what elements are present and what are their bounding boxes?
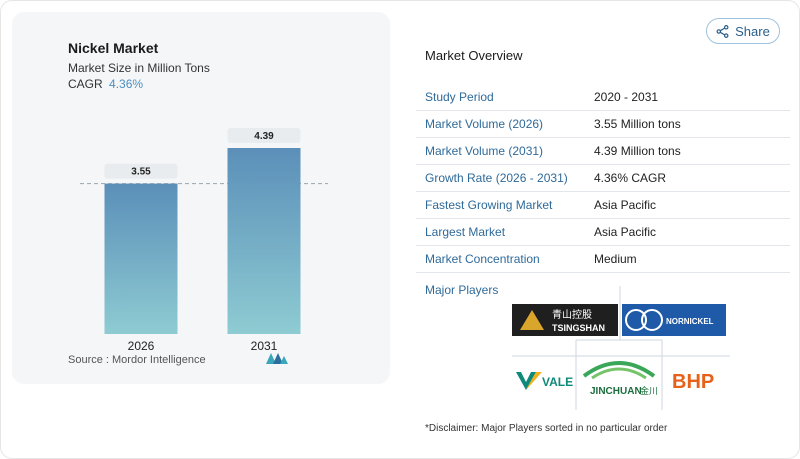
vale-name: VALE bbox=[542, 375, 573, 389]
row-value: Asia Pacific bbox=[594, 225, 657, 239]
data-label: 4.39 bbox=[254, 131, 274, 142]
jinchuan-name: JINCHUAN bbox=[590, 386, 642, 397]
table-row: Largest Market Asia Pacific bbox=[416, 219, 790, 246]
vale-logo-icon: VALE bbox=[516, 372, 573, 390]
row-value: 4.39 Million tons bbox=[594, 144, 681, 158]
bhp-name: BHP bbox=[672, 371, 714, 393]
tsingshan-logo-icon: 青山控股 TSINGSHAN bbox=[512, 304, 618, 336]
overview-title: Market Overview bbox=[425, 48, 523, 63]
mordor-logo-icon bbox=[266, 353, 288, 364]
nornickel-name: NORNICKEL bbox=[666, 317, 714, 326]
share-label: Share bbox=[735, 23, 770, 39]
data-label-bg bbox=[227, 128, 301, 143]
cagr-value: 4.36% bbox=[109, 77, 144, 91]
bhp-logo-icon: BHP bbox=[672, 371, 714, 393]
jinchuan-cn: 金川 bbox=[640, 385, 658, 397]
row-value: Medium bbox=[594, 252, 637, 266]
row-key: Largest Market bbox=[425, 225, 506, 239]
table-row: Study Period 2020 - 2031 bbox=[416, 84, 790, 111]
x-tick-label: 2031 bbox=[251, 339, 278, 353]
row-key: Market Concentration bbox=[425, 252, 540, 266]
tsingshan-name: TSINGSHAN bbox=[552, 323, 605, 333]
bar-chart: 3.55 2026 4.39 2031 bbox=[80, 128, 328, 353]
source-text: Source : Mordor Intelligence bbox=[68, 354, 206, 366]
tsingshan-cn: 青山控股 bbox=[552, 308, 592, 321]
nornickel-logo-icon: NORNICKEL bbox=[622, 304, 726, 336]
chart-subtitle: Market Size in Million Tons bbox=[68, 61, 210, 75]
bar-2026 bbox=[104, 183, 178, 334]
row-key: Fastest Growing Market bbox=[425, 198, 553, 212]
row-value: 4.36% CAGR bbox=[594, 171, 667, 185]
x-tick-label: 2026 bbox=[128, 339, 155, 353]
share-button[interactable]: Share bbox=[706, 18, 780, 44]
table-row: Market Volume (2026) 3.55 Million tons bbox=[416, 111, 790, 138]
bar-2031 bbox=[227, 148, 301, 334]
table-row: Growth Rate (2026 - 2031) 4.36% CAGR bbox=[416, 165, 790, 192]
row-value: 2020 - 2031 bbox=[594, 90, 659, 104]
row-key: Market Volume (2031) bbox=[425, 144, 544, 158]
row-key: Growth Rate (2026 - 2031) bbox=[425, 171, 568, 185]
row-key: Study Period bbox=[425, 90, 494, 104]
cagr-label: CAGR bbox=[68, 77, 103, 91]
table-row: Fastest Growing Market Asia Pacific bbox=[416, 192, 790, 219]
major-players-label: Major Players bbox=[425, 283, 499, 297]
disclaimer: *Disclaimer: Major Players sorted in no … bbox=[425, 423, 668, 434]
chart-card bbox=[12, 12, 390, 384]
overview-table: Study Period 2020 - 2031 Market Volume (… bbox=[416, 84, 790, 273]
table-row: Market Volume (2031) 4.39 Million tons bbox=[416, 138, 790, 165]
data-label-bg bbox=[104, 163, 178, 179]
chart-title: Nickel Market bbox=[68, 40, 159, 56]
major-players-logos: 青山控股 TSINGSHAN NORNICKEL VALE JINCHUAN 金… bbox=[512, 286, 730, 410]
data-label: 3.55 bbox=[131, 167, 151, 178]
table-row: Market Concentration Medium bbox=[416, 246, 790, 273]
row-key: Market Volume (2026) bbox=[425, 117, 544, 131]
jinchuan-logo-icon: JINCHUAN 金川 bbox=[582, 361, 658, 397]
row-value: Asia Pacific bbox=[594, 198, 657, 212]
share-icon bbox=[716, 24, 729, 38]
cagr-line: CAGR 4.36% bbox=[68, 77, 143, 91]
row-value: 3.55 Million tons bbox=[594, 117, 681, 131]
